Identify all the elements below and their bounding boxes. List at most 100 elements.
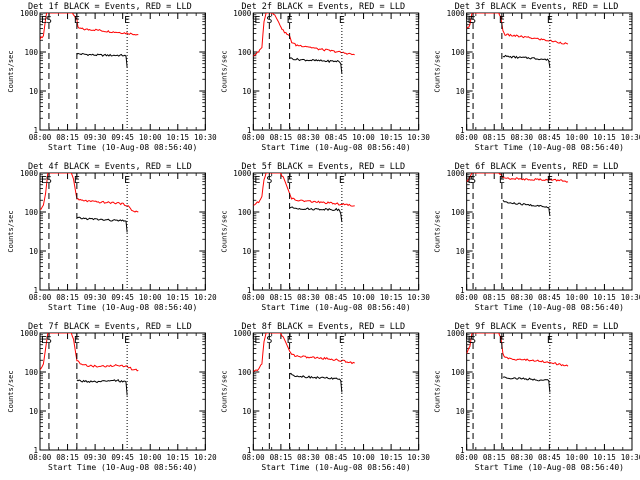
marker-label-e: E (339, 335, 345, 346)
x-tick-label: 09:45 (111, 453, 134, 462)
plot-frame (252, 332, 420, 451)
panel-det-2: Det 2f BLACK = Events, RED = LLD 1 10 100 10… (220, 2, 430, 152)
x-tick-label: 08:00 (29, 293, 52, 302)
marker-label-e: E (499, 175, 505, 186)
x-tick-label: 08:00 (455, 133, 478, 142)
panel-title: Det 6f BLACK = Events, RED = LLD (455, 162, 619, 172)
series-lld (40, 173, 139, 213)
panel-det-8: Det 8f BLACK = Events, RED = LLD 1 10 100 10… (220, 322, 430, 472)
series-lld (466, 333, 569, 367)
x-tick-label: 10:15 (380, 293, 403, 302)
y-tick-label: 100 (238, 368, 252, 377)
x-tick-label: 08:00 (242, 453, 265, 462)
panel-det-4: Det 4f BLACK = Events, RED = LLD 1 10 100 10… (7, 162, 217, 312)
marker-label-e-left: E (468, 15, 474, 26)
y-tick-label: 1 (33, 446, 38, 455)
series-events (289, 206, 343, 223)
y-tick-label: 10 (242, 407, 252, 416)
x-axis-label: Start Time (10-Aug-08 08:56:40) (475, 463, 624, 472)
series-events (76, 216, 128, 233)
x-tick-label: 09:30 (84, 133, 107, 142)
x-tick-label: 10:15 (593, 293, 616, 302)
x-tick-label: 10:15 (593, 453, 616, 462)
plot-frame (466, 172, 633, 291)
y-tick-label: 1000 (20, 329, 39, 338)
marker-label-e-left: E (41, 15, 47, 26)
marker-label-e: E (339, 175, 345, 186)
x-axis-label: Start Time (10-Aug-08 08:56:40) (475, 303, 624, 312)
panel-title: Det 1f BLACK = Events, RED = LLD (28, 2, 192, 12)
marker-label-e-left: E (41, 175, 47, 186)
x-axis-label: Start Time (10-Aug-08 08:56:40) (48, 143, 197, 152)
x-tick-label: 08:15 (483, 453, 506, 462)
y-tick-label: 100 (451, 208, 465, 217)
x-tick-label: 10:30 (407, 133, 430, 142)
x-tick-label: 08:00 (242, 133, 265, 142)
y-tick-label: 1000 (233, 9, 252, 18)
x-tick-label: 10:15 (166, 453, 189, 462)
x-tick-label: 08:15 (270, 453, 293, 462)
x-tick-label: 08:45 (325, 453, 348, 462)
y-tick-label: 1000 (20, 169, 39, 178)
x-tick-label: 10:00 (352, 453, 375, 462)
marker-label-e-left: E (41, 335, 47, 346)
y-axis-label: Counts/sec (434, 370, 442, 412)
y-tick-label: 1000 (447, 169, 466, 178)
x-tick-label: 08:00 (455, 293, 478, 302)
marker-label-e: E (547, 15, 553, 26)
series-events (289, 372, 343, 393)
series-events (76, 378, 128, 396)
y-tick-label: 1000 (20, 9, 39, 18)
series-events (502, 199, 551, 216)
y-tick-label: 100 (238, 208, 252, 217)
marker-label-e: E (547, 175, 553, 186)
plot-frame (39, 172, 206, 291)
panel-title: Det 3f BLACK = Events, RED = LLD (455, 2, 619, 12)
series-lld (253, 333, 355, 373)
x-tick-label: 08:00 (29, 133, 52, 142)
marker-label-s: S (266, 175, 272, 186)
marker-label-e: E (74, 175, 80, 186)
x-tick-label: 10:30 (194, 133, 217, 142)
x-axis-label: Start Time (10-Aug-08 08:56:40) (261, 143, 410, 152)
y-tick-label: 100 (24, 208, 38, 217)
panel-title: Det 8f BLACK = Events, RED = LLD (241, 322, 405, 332)
marker-label-e: E (124, 15, 130, 26)
x-axis-label: Start Time (10-Aug-08 08:56:40) (48, 463, 197, 472)
x-tick-label: 10:00 (566, 453, 589, 462)
marker-label-s: S (470, 335, 476, 346)
x-tick-label: 08:00 (29, 453, 52, 462)
panel-det-1: Det 1f BLACK = Events, RED = LLD 1 10 100 10… (7, 2, 217, 152)
x-tick-label: 08:15 (56, 133, 79, 142)
x-tick-label: 10:15 (166, 133, 189, 142)
x-tick-label: 09:30 (84, 453, 107, 462)
x-tick-label: 10:15 (166, 293, 189, 302)
marker-label-e: E (287, 335, 293, 346)
marker-label-e: E (547, 335, 553, 346)
x-tick-label: 08:30 (297, 293, 320, 302)
x-tick-label: 10:00 (139, 453, 162, 462)
x-tick-label: 10:00 (139, 293, 162, 302)
y-tick-label: 100 (451, 48, 465, 57)
x-tick-label: 10:20 (194, 453, 217, 462)
x-tick-label: 08:30 (297, 453, 320, 462)
plot-frame (252, 172, 420, 291)
y-tick-label: 1 (247, 286, 252, 295)
panel-det-5: Det 5f BLACK = Events, RED = LLD 1 10 100 10… (220, 162, 430, 312)
marker-label-e: E (74, 335, 80, 346)
marker-label-e: E (499, 15, 505, 26)
marker-label-e: E (74, 15, 80, 26)
x-tick-label: 08:15 (56, 293, 79, 302)
series-events (76, 52, 128, 68)
plot-frame (39, 332, 206, 451)
plot-frame (466, 12, 633, 131)
x-tick-label: 09:30 (84, 293, 107, 302)
series-lld (253, 173, 355, 207)
x-tick-label: 08:15 (270, 293, 293, 302)
x-tick-label: 10:30 (621, 133, 640, 142)
x-tick-label: 08:45 (325, 293, 348, 302)
marker-label-e: E (499, 335, 505, 346)
marker-label-s: S (46, 175, 52, 186)
x-tick-label: 08:15 (270, 133, 293, 142)
